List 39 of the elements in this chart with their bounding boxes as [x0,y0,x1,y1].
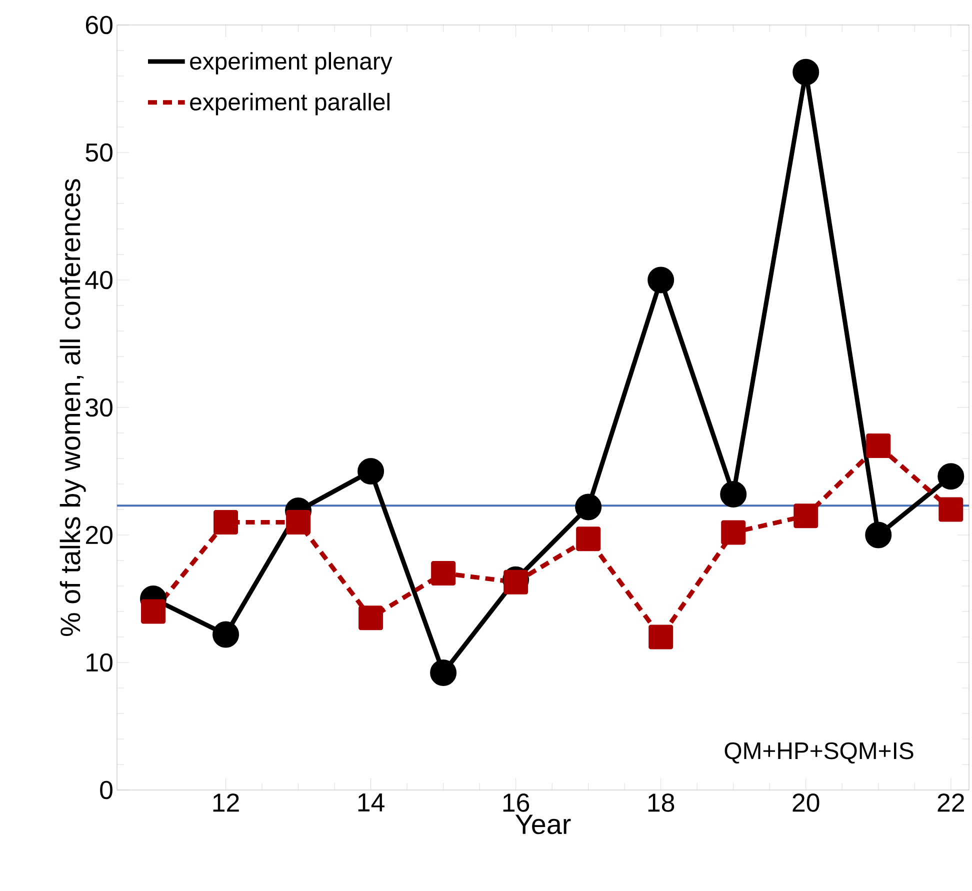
y-tick-label: 20 [86,526,112,544]
point [721,520,746,545]
x-tick-label: 18 [648,794,674,812]
y-tick-label: 10 [86,653,112,672]
x-tick-label: 20 [792,794,820,812]
legend-label: experiment plenary [190,52,392,74]
y-tick-label: 0 [100,780,112,800]
x-tick-label: 22 [938,794,964,812]
point [575,494,602,520]
point [358,606,384,630]
y-axis-title: % of talks by women, all conferences [60,179,86,636]
point [358,458,384,484]
legend-label: experiment parallel [190,92,390,116]
x-tick-label: 14 [358,794,384,812]
point [938,463,964,490]
x-tick-label: 12 [213,794,239,812]
point [504,570,528,594]
x-axis-title: Year [515,814,571,834]
point [865,522,892,548]
point [214,510,238,534]
point [648,624,674,650]
y-tick-label: 40 [85,270,112,290]
point [720,480,747,508]
y-tick-label: 50 [86,143,112,162]
point [866,433,891,458]
point [938,497,964,522]
annotation: QM+HP+SQM+IS [724,742,914,764]
point [141,599,166,624]
point [212,621,240,648]
y-tick-label: 30 [86,398,112,417]
point [286,510,311,534]
y-tick-label: 60 [86,16,112,34]
point [431,560,456,586]
x-tick-label: 16 [503,794,530,812]
point [794,504,818,528]
point [430,659,457,686]
point [648,266,674,294]
point [792,58,820,86]
point [576,526,601,552]
